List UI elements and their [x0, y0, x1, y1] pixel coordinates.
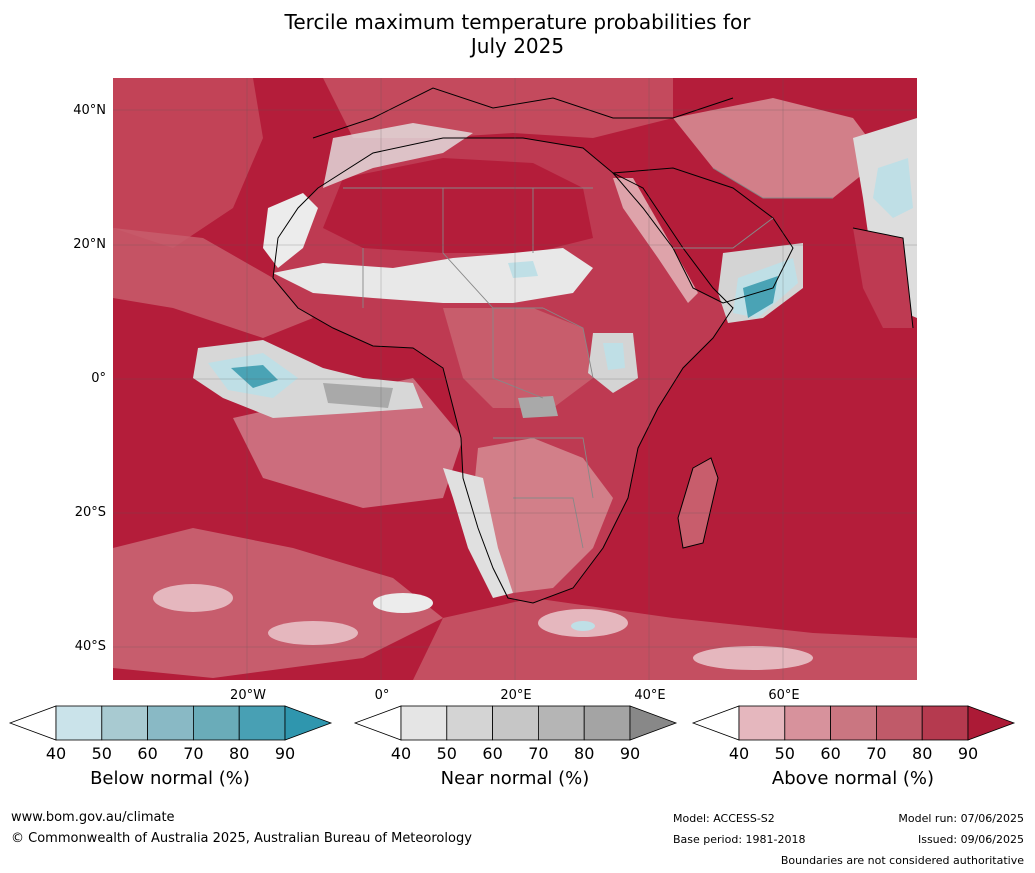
colorbar-above-segment: [876, 705, 923, 741]
colorbar-near-tick: 80: [574, 744, 595, 763]
colorbar-near-segment: [538, 705, 585, 741]
atlantic-north-patch: [113, 78, 263, 248]
colorbar-near-low-extend: [353, 705, 402, 741]
lon-label-20w: 20°W: [230, 688, 266, 703]
colorbar-below-segment: [192, 705, 240, 741]
central-africa-light: [443, 308, 593, 408]
congo-near-dark: [518, 396, 558, 418]
colorbar-above-tick: 90: [957, 744, 979, 763]
iran-light: [673, 98, 883, 198]
east-africa-below: [603, 343, 625, 370]
lon-label-60e: 60°E: [768, 688, 800, 703]
title-line-1: Tercile maximum temperature probabilitie…: [284, 10, 751, 34]
colorbar-below-segment: [238, 705, 286, 741]
south-atlantic-patch: [113, 528, 443, 678]
colorbar-title-above: Above normal (%): [771, 768, 935, 789]
colorbar-below-low-extend: [8, 705, 57, 741]
lat-label-0: 0°: [91, 371, 106, 386]
issued-date: Issued: 09/06/2025: [917, 833, 1024, 846]
base-period: Base period: 1981-2018: [673, 833, 806, 846]
lat-label-40s: 40°S: [74, 639, 106, 654]
lat-label-20n: 20°N: [73, 237, 106, 252]
chart-title: Tercile maximum temperature probabilitie…: [0, 10, 1035, 58]
namibia-near: [443, 468, 513, 598]
arabian-sea-below-dark: [743, 276, 778, 318]
india-coastline: [852, 227, 914, 329]
sahel-near-band: [273, 248, 593, 303]
arabia-coastline: [611, 167, 794, 304]
colorbar-title-near: Near normal (%): [440, 768, 590, 789]
colorbar-below-tick: 50: [91, 744, 112, 763]
colorbar-below-segment: [55, 705, 103, 741]
red-sea-light: [613, 178, 698, 303]
colorbar-title-below: Below normal (%): [90, 768, 250, 789]
sahara-deep-red: [323, 158, 593, 253]
colorbar-near-tick: 40: [390, 744, 412, 763]
colorbar-near-tick: 70: [528, 744, 549, 763]
colorbar-below-tick: 40: [45, 744, 67, 763]
europe-coastline: [312, 87, 734, 139]
colorbar-below-segment: [101, 705, 149, 741]
so-patch-2: [268, 621, 358, 645]
colorbar-below-high-extend: [284, 705, 333, 741]
colorbar-below-tick: 70: [183, 744, 204, 763]
model-run: Model run: 07/06/2025: [898, 812, 1024, 825]
colorbar-near-high-extend: [629, 705, 678, 741]
colorbar-near-tick: 50: [436, 744, 457, 763]
africa-coastline: [272, 137, 734, 604]
sahel-below: [508, 261, 538, 278]
india-land-red: [853, 228, 913, 328]
gulf-below-dark: [231, 365, 278, 388]
colorbar-above-tick: 80: [912, 744, 933, 763]
so-patch-6: [571, 621, 595, 631]
copyright: © Commonwealth of Australia 2025, Austra…: [11, 831, 472, 846]
graticule: [113, 78, 917, 680]
colorbar-near-segment: [446, 705, 493, 741]
model-name: Model: ACCESS-S2: [673, 812, 775, 825]
country-borders: [343, 167, 833, 549]
madagascar: [678, 458, 718, 548]
colorbar-above-tick: 40: [728, 744, 750, 763]
lon-label-20e: 20°E: [500, 688, 532, 703]
colorbar-above-tick: 50: [774, 744, 795, 763]
lon-label-0: 0°: [374, 688, 390, 703]
colorbar-near-tick: 90: [619, 744, 641, 763]
probability-map: [113, 78, 917, 680]
colorbar-above-high-extend: [967, 705, 1016, 741]
colorbar-near-segment: [400, 705, 448, 741]
india-below: [873, 158, 913, 218]
colorbar-above-low-extend: [691, 705, 740, 741]
lon-label-40e: 40°E: [634, 688, 666, 703]
madagascar-coastline: [677, 457, 719, 549]
europe-light: [323, 78, 673, 138]
colorbar-below-segment: [147, 705, 194, 741]
so-patch-5: [373, 593, 433, 613]
colorbar-above-tick: 60: [820, 744, 841, 763]
boundaries-disclaimer: Boundaries are not considered authoritat…: [780, 854, 1024, 867]
colorbar-below-tick: 60: [137, 744, 158, 763]
lat-label-20s: 20°S: [74, 505, 106, 520]
colorbar-below-tick: 90: [274, 744, 296, 763]
colorbar-near-segment: [583, 705, 631, 741]
colorbar-above-segment: [738, 705, 786, 741]
colorbar-near-tick: 60: [482, 744, 503, 763]
title-line-2: July 2025: [470, 34, 565, 58]
bom-url: www.bom.gov.au/climate: [11, 810, 175, 825]
colorbar-below-tick: 80: [229, 744, 250, 763]
so-patch-1: [153, 584, 233, 612]
colorbar-above-segment: [830, 705, 877, 741]
colorbar-above-tick: 70: [866, 744, 887, 763]
atlantic-mid-patch: [113, 228, 313, 338]
lat-label-40n: 40°N: [73, 103, 106, 118]
southern-africa-light: [473, 438, 613, 593]
colorbar-near-segment: [492, 705, 539, 741]
colorbar-above-segment: [784, 705, 831, 741]
colorbar-above-segment: [921, 705, 969, 741]
so-patch-4: [693, 646, 813, 670]
colorbars: [8, 705, 1016, 741]
gulf-near-dark: [323, 383, 393, 408]
